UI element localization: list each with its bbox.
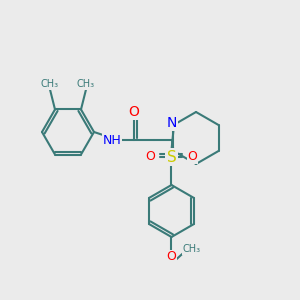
Text: CH₃: CH₃: [77, 80, 95, 89]
Text: CH₃: CH₃: [41, 80, 59, 89]
Text: N: N: [166, 116, 177, 130]
Text: O: O: [146, 149, 155, 163]
Text: CH₃: CH₃: [182, 244, 200, 254]
Text: S: S: [167, 149, 176, 164]
Text: O: O: [188, 149, 197, 163]
Text: NH: NH: [103, 134, 122, 146]
Text: O: O: [129, 105, 140, 119]
Text: O: O: [167, 250, 176, 263]
